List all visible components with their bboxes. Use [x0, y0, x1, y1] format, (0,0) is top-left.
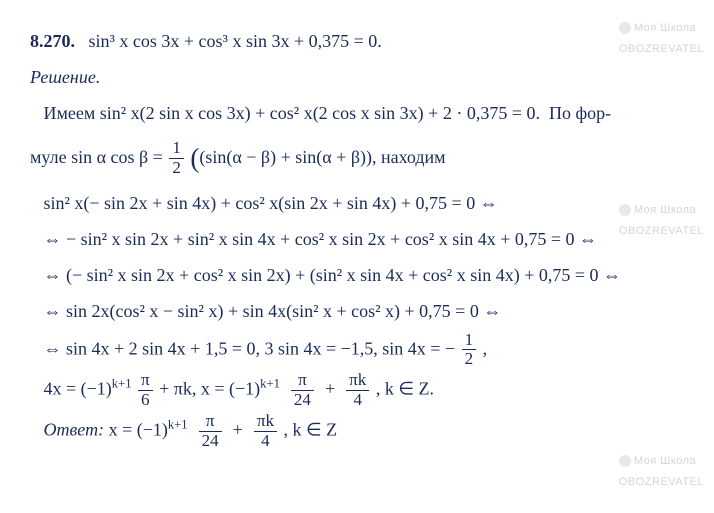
text: ⇔ − sin² x sin 2x + sin² x sin 4x + cos²…: [44, 229, 598, 249]
solution-line: ⇔ (− sin² x sin 2x + cos² x sin 2x) + (s…: [30, 258, 684, 292]
text: муле sin α cos β =: [30, 147, 167, 167]
fraction: π24: [291, 371, 314, 410]
text: ⇔ sin 4x + 2 sin 4x + 1,5 = 0, 3 sin 4x …: [44, 338, 456, 358]
watermark-text: Моя Школа: [634, 455, 696, 467]
text: , k ∈ Z: [284, 419, 338, 439]
exponent: k+1: [112, 377, 132, 391]
solution-line: ⇔ sin 4x + 2 sin 4x + 1,5 = 0, 3 sin 4x …: [30, 331, 684, 370]
fraction: 12: [462, 331, 477, 370]
solution-line: 4x = (−1)k+1 π6 + πk, x = (−1)k+1 π24 + …: [30, 371, 684, 410]
text: ⇔ (− sin² x sin 2x + cos² x sin 2x) + (s…: [44, 265, 622, 285]
solution-label: Решение.: [30, 60, 684, 94]
text: (sin(α − β) + sin(α + β)), находим: [199, 147, 445, 167]
fraction: 12: [169, 139, 184, 178]
logo-icon: [619, 455, 631, 467]
logo-icon: [619, 204, 631, 216]
text: sin² x(− sin 2x + sin 4x) + cos² x(sin 2…: [44, 193, 498, 213]
solution-line: ⇔ sin 2x(cos² x − sin² x) + sin 4x(sin² …: [30, 294, 684, 328]
solution-line: Имеем sin² x(2 sin x cos 3x) + cos² x(2 …: [30, 96, 684, 130]
text: x = (−1): [109, 419, 168, 439]
fraction: πk4: [346, 371, 369, 410]
text: 4x = (−1): [44, 379, 112, 399]
text: + πk, x = (−1): [159, 379, 260, 399]
text: , k ∈ Z.: [376, 379, 434, 399]
problem-line: 8.270. sin³ x cos 3x + cos³ x sin 3x + 0…: [30, 24, 684, 58]
exponent: k+1: [260, 377, 280, 391]
answer-label: Ответ:: [44, 419, 105, 439]
solution-line: муле sin α cos β = 12 ((sin(α − β) + sin…: [30, 133, 684, 184]
logo-icon: [619, 22, 631, 34]
answer-line: Ответ: x = (−1)k+1 π24 + πk4 , k ∈ Z: [30, 412, 684, 451]
watermark-text: Моя Школа: [634, 204, 696, 216]
fraction: π24: [199, 412, 222, 451]
text: Имеем sin² x(2 sin x cos 3x) + cos² x(2 …: [44, 103, 540, 123]
text: По фор-: [549, 103, 611, 123]
solution-line: sin² x(− sin 2x + sin 4x) + cos² x(sin 2…: [30, 186, 684, 220]
watermark-text: Моя Школа: [634, 22, 696, 34]
exponent: k+1: [168, 417, 188, 431]
watermark-text: OBOZREVATEL: [619, 476, 704, 488]
problem-equation: sin³ x cos 3x + cos³ x sin 3x + 0,375 = …: [89, 31, 382, 51]
fraction: πk4: [254, 412, 277, 451]
text: ⇔ sin 2x(cos² x − sin² x) + sin 4x(sin² …: [44, 301, 502, 321]
text: ,: [483, 338, 488, 358]
watermark-text: OBOZREVATEL: [619, 43, 704, 55]
problem-number: 8.270.: [30, 31, 75, 51]
watermark-text: OBOZREVATEL: [619, 225, 704, 237]
solution-line: ⇔ − sin² x sin 2x + sin² x sin 4x + cos²…: [30, 222, 684, 256]
fraction: π6: [138, 371, 153, 410]
